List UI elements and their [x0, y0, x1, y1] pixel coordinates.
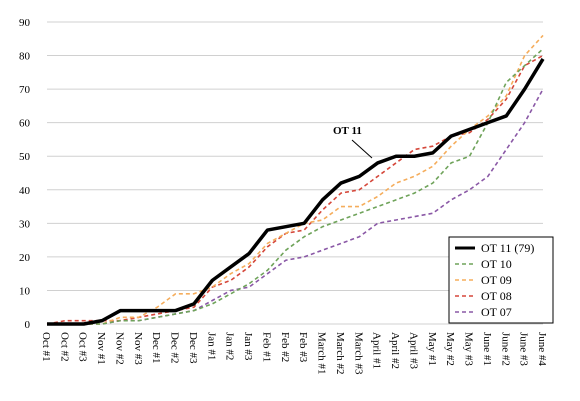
- plot: 0 10 20 30 40 50 60 70 80 90 Oct #1 Oct #2 Oct #3 Nov…: [19, 17, 548, 375]
- x-tick-label: May #1: [426, 332, 438, 366]
- y-tick-label: 70: [19, 84, 31, 96]
- legend-label: OT 08: [481, 289, 512, 303]
- annotation: OT 11: [333, 125, 362, 137]
- series-line: [47, 88, 544, 325]
- y-tick-label: 30: [19, 218, 31, 230]
- x-tick-label: Nov #2: [113, 332, 125, 365]
- x-tick-label: Jan #1: [205, 332, 217, 360]
- y-tick-label: 20: [19, 252, 31, 264]
- x-tick-label: Dec #3: [187, 332, 199, 364]
- x-tick-label: June #3: [518, 332, 530, 366]
- x-tick-label: Jan #2: [224, 332, 236, 360]
- legend-box: [448, 236, 554, 324]
- annotation-leader: [351, 139, 373, 159]
- series-line: [47, 34, 544, 325]
- x-tick-label: Feb #3: [297, 332, 309, 363]
- x-tick-label: June #2: [499, 332, 511, 366]
- series-line: [47, 58, 545, 326]
- x-tick-label: April #3: [407, 332, 419, 369]
- x-tick-label: Nov #1: [95, 332, 107, 365]
- x-tick-label: March #3: [352, 332, 364, 375]
- x-tick-label: Dec #2: [169, 332, 181, 363]
- x-tick-label: Dec #1: [150, 332, 162, 363]
- x-tick-label: Jan #3: [242, 332, 254, 361]
- legend-label: OT 09: [481, 273, 512, 287]
- y-tick-label: 60: [19, 118, 31, 130]
- x-tick-label: April #2: [389, 332, 401, 369]
- x-tick-label: May #2: [444, 332, 456, 366]
- legend-label: OT 10: [481, 257, 512, 271]
- x-tick-label: May #3: [463, 332, 475, 366]
- y-tick-label: 40: [19, 185, 31, 197]
- y-tick-label: 0: [25, 319, 31, 331]
- y-tick-label: 50: [19, 151, 31, 163]
- y-tick-label: 10: [19, 285, 31, 297]
- x-tick-label: Nov #3: [132, 332, 144, 365]
- x-tick-label: June #4: [536, 332, 548, 366]
- x-tick-label: March #1: [316, 332, 328, 374]
- x-tick-label: Feb #1: [260, 332, 272, 362]
- legend-label: OT 07: [481, 305, 512, 319]
- legend-label: OT 11 (79): [481, 241, 534, 255]
- x-tick-label: Oct #1: [40, 332, 52, 362]
- x-tick-label: Feb #2: [279, 332, 291, 362]
- x-tick-label: Oct #2: [58, 332, 70, 362]
- x-tick-label: April #1: [371, 332, 383, 369]
- y-tick-label: 80: [19, 51, 31, 63]
- x-tick-label: March #2: [334, 332, 346, 374]
- x-tick-label: Oct #3: [77, 332, 89, 362]
- legend: OT 11 (79) OT 10 OT 09 OT 08 OT 07: [448, 236, 554, 324]
- y-tick-label: 90: [19, 17, 31, 29]
- x-tick-label: June #1: [481, 332, 493, 366]
